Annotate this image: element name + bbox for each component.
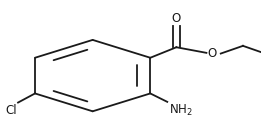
Text: O: O (208, 47, 217, 60)
Text: NH$_2$: NH$_2$ (169, 103, 192, 118)
Text: O: O (172, 12, 181, 25)
Text: Cl: Cl (5, 104, 17, 117)
